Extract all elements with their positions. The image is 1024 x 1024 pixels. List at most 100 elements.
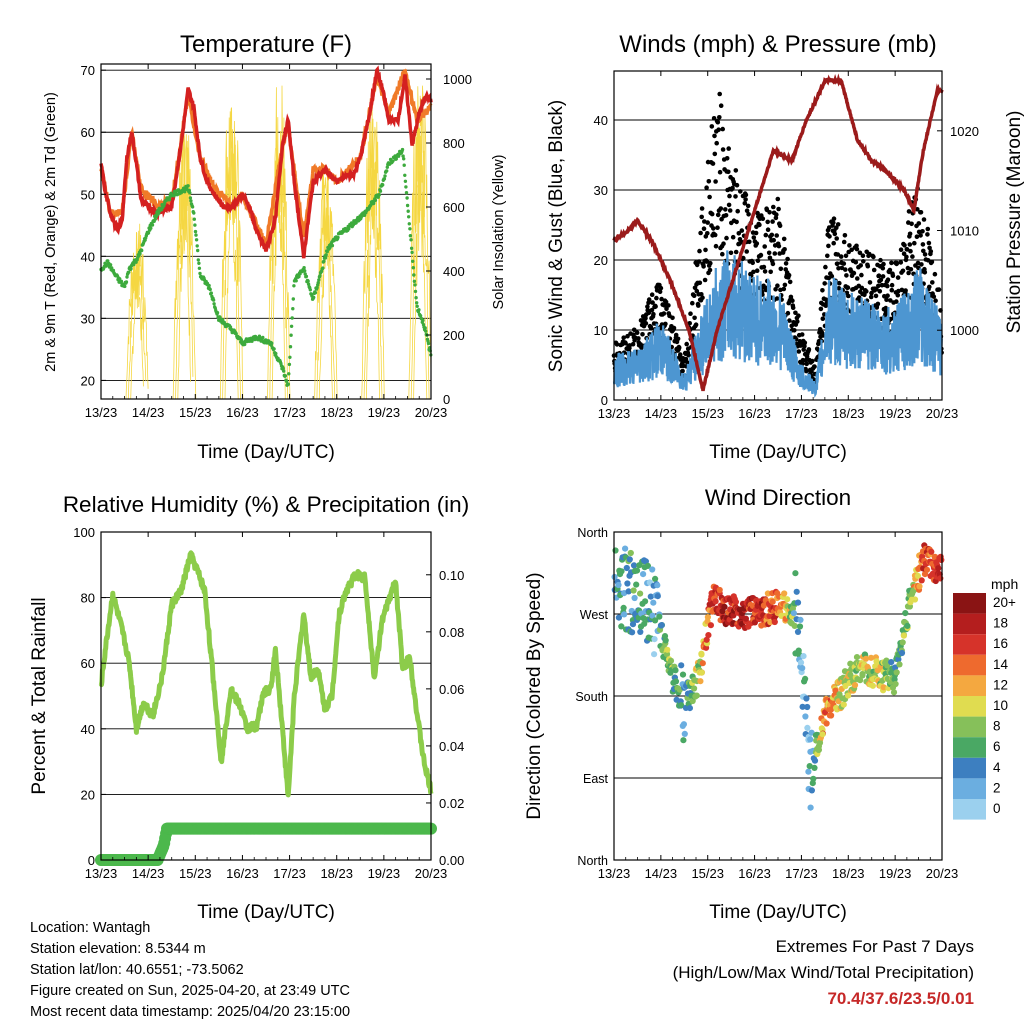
winds-x-tick-label: 16/23 bbox=[738, 406, 771, 421]
solar-insolation-line bbox=[363, 102, 383, 400]
dewpoint-point bbox=[284, 379, 289, 383]
gust-point bbox=[718, 206, 724, 211]
gust-point bbox=[717, 169, 723, 175]
gust-point bbox=[876, 273, 882, 279]
gust-point bbox=[634, 330, 640, 336]
direction-point bbox=[815, 746, 823, 753]
direction-point bbox=[811, 764, 818, 772]
gust-point bbox=[922, 252, 928, 257]
gust-point bbox=[920, 229, 925, 234]
direction-point bbox=[791, 622, 798, 630]
gust-point bbox=[727, 208, 733, 213]
direction-point bbox=[631, 594, 638, 602]
dewpoint-point bbox=[404, 191, 409, 195]
temperature-left-axis-label: 2m & 9m T (Red, Orange) & 2m Td (Green) bbox=[43, 92, 59, 372]
direction-point bbox=[627, 549, 634, 557]
dewpoint-point bbox=[190, 205, 195, 209]
direction-point bbox=[672, 678, 680, 685]
winds-x-tick-label: 13/23 bbox=[598, 406, 631, 421]
gust-point bbox=[890, 273, 896, 279]
speed-legend-label: 4 bbox=[993, 760, 1001, 775]
direction-point bbox=[840, 701, 847, 708]
direction-point bbox=[633, 567, 641, 574]
gust-point bbox=[698, 230, 703, 236]
direction-x-tick-label: 18/23 bbox=[832, 866, 865, 881]
dewpoint-point bbox=[287, 372, 291, 376]
gust-point bbox=[709, 211, 715, 217]
speed-legend-title: mph bbox=[991, 576, 1018, 592]
dewpoint-point bbox=[385, 165, 389, 169]
solar-insolation-line bbox=[271, 85, 291, 400]
figure-created: Figure created on Sun, 2025-04-20, at 23… bbox=[30, 983, 350, 999]
direction-point bbox=[802, 713, 809, 720]
gust-point bbox=[736, 231, 742, 236]
humidity-left-tick-label: 20 bbox=[81, 787, 95, 802]
direction-point bbox=[680, 737, 687, 744]
direction-point bbox=[797, 659, 805, 666]
direction-point bbox=[845, 692, 852, 699]
dewpoint-point bbox=[323, 256, 328, 260]
gust-point bbox=[686, 352, 691, 358]
dewpoint-point bbox=[192, 211, 196, 215]
dewpoint-point bbox=[411, 266, 415, 270]
direction-point bbox=[624, 580, 631, 587]
direction-point bbox=[807, 736, 814, 743]
gust-point bbox=[683, 356, 689, 362]
direction-point bbox=[781, 590, 788, 597]
gust-point bbox=[895, 275, 901, 280]
direction-point bbox=[880, 684, 887, 691]
gust-point bbox=[705, 220, 710, 225]
dewpoint-point bbox=[197, 261, 201, 265]
dewpoint-point bbox=[406, 209, 410, 213]
wind-left-tick-label: 0 bbox=[601, 393, 608, 408]
gust-point bbox=[918, 210, 924, 215]
gust-point bbox=[919, 262, 924, 267]
humidity-title: Relative Humidity (%) & Precipitation (i… bbox=[63, 492, 469, 517]
gust-point bbox=[835, 252, 841, 257]
humidity-left-tick-label: 60 bbox=[81, 656, 95, 671]
gust-point bbox=[889, 287, 895, 293]
gust-point bbox=[760, 216, 766, 221]
gust-point bbox=[675, 336, 681, 342]
speed-legend-swatch bbox=[953, 654, 986, 676]
gust-point bbox=[858, 263, 863, 268]
gust-point bbox=[778, 266, 784, 272]
direction-point bbox=[686, 705, 694, 712]
gust-point bbox=[931, 294, 937, 299]
direction-point bbox=[935, 565, 942, 572]
gust-point bbox=[920, 242, 926, 247]
dewpoint-point bbox=[413, 289, 418, 294]
direction-left-tick-label: North bbox=[577, 854, 608, 868]
direction-point bbox=[649, 566, 656, 573]
direction-point bbox=[615, 614, 623, 621]
gust-point bbox=[843, 267, 848, 272]
temperature-x-tick-label: 20/23 bbox=[415, 405, 448, 420]
dewpoint-point bbox=[289, 333, 293, 337]
speed-legend-swatch bbox=[953, 696, 986, 717]
direction-point bbox=[644, 562, 652, 570]
gust-point bbox=[707, 267, 713, 273]
gust-point bbox=[711, 226, 716, 231]
gust-point bbox=[650, 300, 655, 305]
gust-point bbox=[859, 285, 865, 291]
gust-point bbox=[841, 239, 847, 245]
precip-right-tick-label: 0.00 bbox=[439, 853, 464, 868]
dewpoint-point bbox=[282, 369, 286, 373]
gust-point bbox=[869, 290, 874, 296]
winds-x-tick-label: 20/23 bbox=[926, 406, 959, 421]
temperature-x-tick-label: 13/23 bbox=[85, 405, 118, 420]
station-elevation: Station elevation: 8.5344 m bbox=[30, 941, 206, 957]
dewpoint-point bbox=[270, 341, 274, 345]
gust-point bbox=[854, 246, 860, 252]
gust-point bbox=[750, 260, 755, 266]
dewpoint-point bbox=[408, 227, 412, 231]
relative-humidity-series bbox=[98, 550, 434, 798]
relative-humidity-line bbox=[98, 550, 434, 798]
gust-point bbox=[767, 210, 772, 215]
gust-point bbox=[775, 196, 781, 202]
gust-point bbox=[857, 250, 863, 256]
dewpoint-point bbox=[208, 287, 212, 292]
gust-point bbox=[826, 243, 831, 249]
direction-scatter-points bbox=[611, 542, 945, 811]
gust-point bbox=[728, 250, 734, 256]
